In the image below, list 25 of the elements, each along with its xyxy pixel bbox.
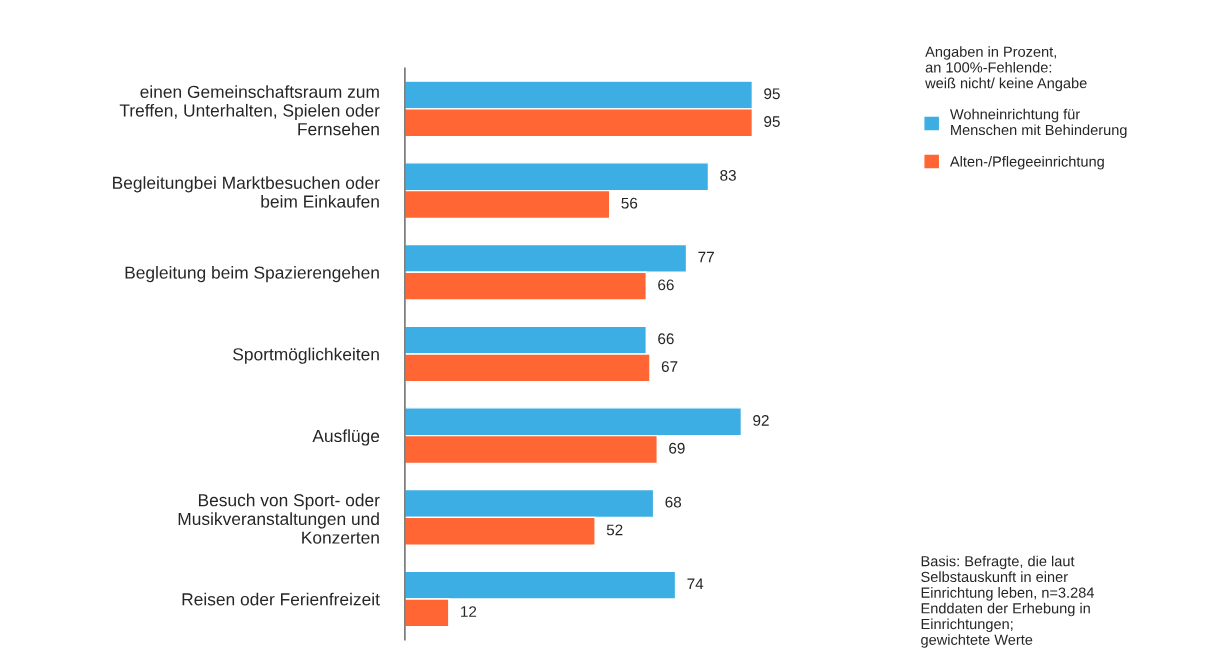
data-label: 66 — [658, 333, 674, 345]
data-label: 52 — [606, 524, 623, 536]
y-tick-label: Begleitungbei Marktbesuchen oder beim Einkaufen — [113, 176, 380, 208]
y-tick-label: Reisen oder Ferienfreizeit — [182, 592, 380, 606]
data-label: 77 — [698, 251, 714, 263]
data-label: 68 — [665, 496, 682, 508]
data-label: 95 — [764, 88, 780, 100]
y-tick-label: Besuch von Sport- oder Musikveranstaltungen und Konzerten — [178, 493, 380, 544]
data-label: 74 — [687, 578, 704, 590]
legend-label: Wohneinrichtung für Menschen mit Behinderung — [949, 108, 1127, 138]
data-label: 66 — [658, 279, 674, 291]
data-label: 56 — [621, 197, 638, 209]
data-label: 69 — [669, 442, 685, 454]
data-label: 92 — [753, 415, 769, 426]
y-tick-label: einen Gemeinschaftsraum zum Treffen, Unterhalten, Spielen oder Fernsehen — [119, 85, 380, 136]
text: Basis: Befragte, die laut Selbstauskunft in einer Einrichtung leben, n=3.284 Enddaten der Erhebung in Einrichtungen; gewichtete Werte — [921, 555, 1094, 648]
data-label: 95 — [764, 116, 780, 127]
data-label: 67 — [661, 361, 678, 372]
y-tick-label: Begleitung beim Spazierengehen — [125, 265, 379, 283]
y-tick-label: Ausflüge — [312, 429, 380, 446]
y-tick-label: Sportmöglichkeiten — [233, 347, 379, 364]
legend-title: Angaben in Prozent, an 100%-Fehlende: weiß nicht/ keine Angabe — [925, 46, 1087, 92]
legend-label: Alten-/Pflegeeinrichtung — [949, 156, 1104, 170]
data-label: 83 — [720, 170, 736, 181]
data-label: 12 — [461, 606, 477, 617]
